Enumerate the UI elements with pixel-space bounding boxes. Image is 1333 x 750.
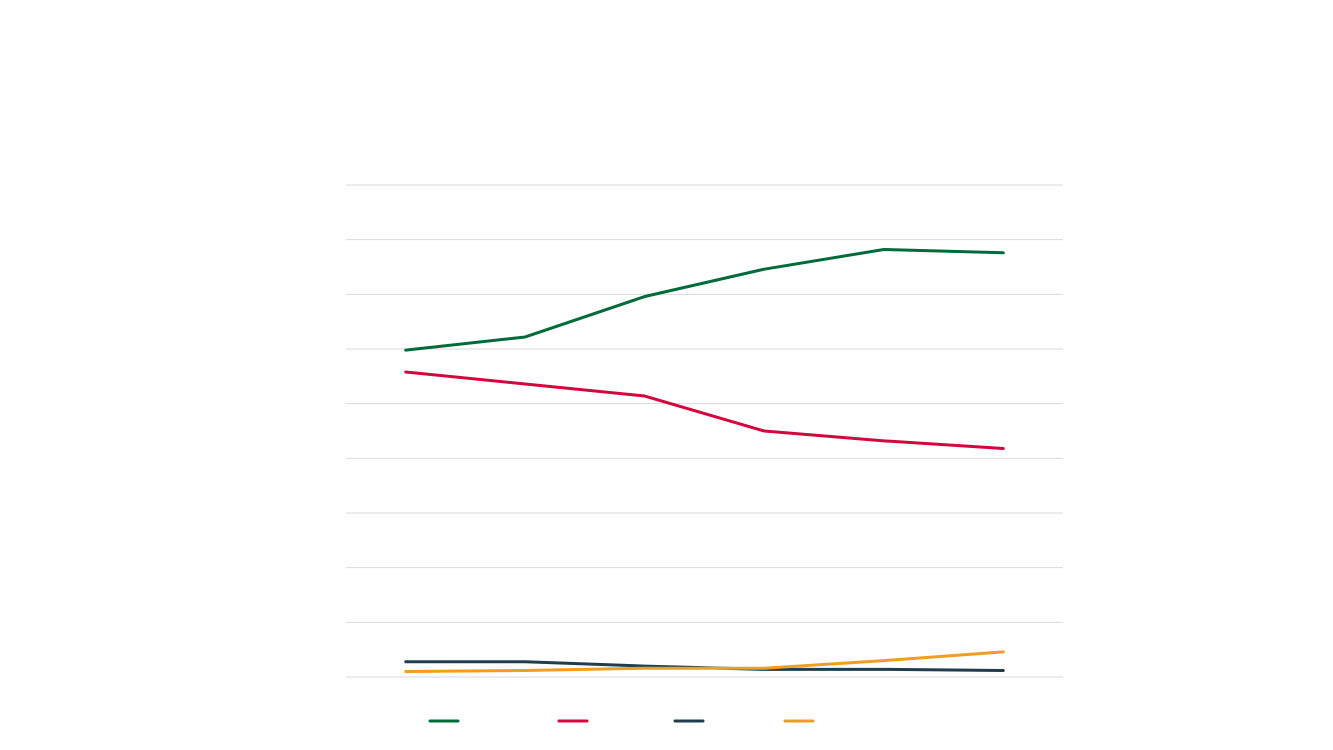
series-line [404,248,1005,352]
series-line [404,650,1005,674]
series-line [404,370,1005,450]
